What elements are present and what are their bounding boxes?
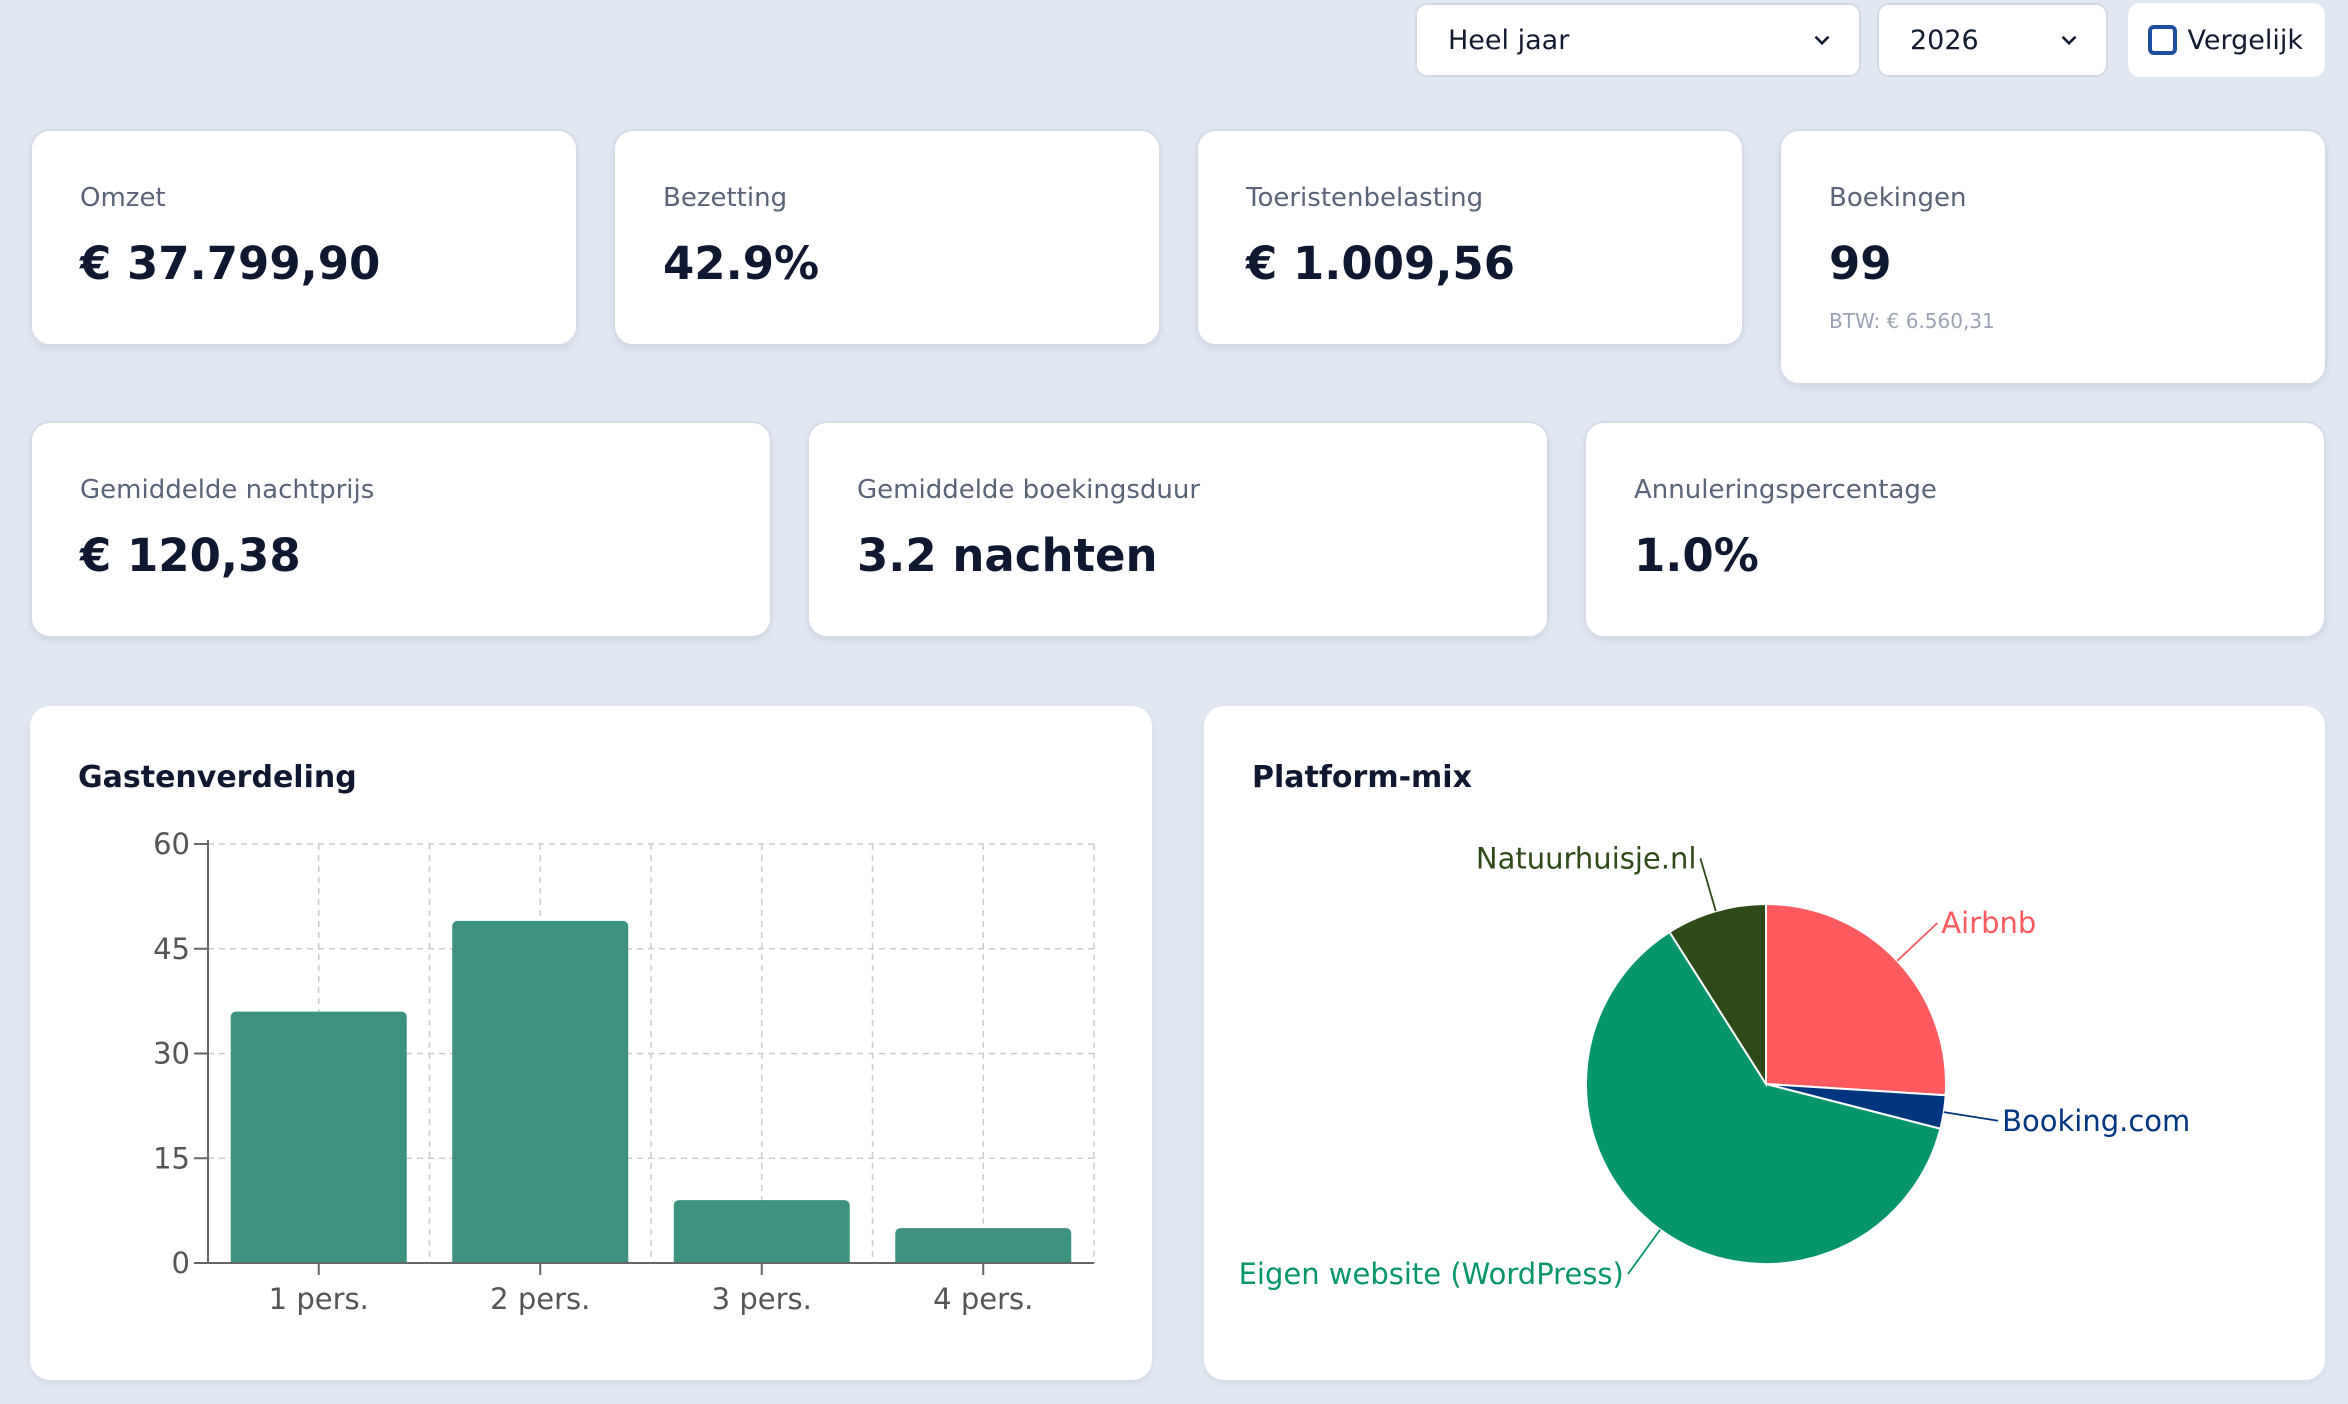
kpi-subtext: BTW: € 6.560,31 xyxy=(1829,309,1995,333)
kpi-label: Omzet xyxy=(80,183,166,213)
kpi-value: 3.2 nachten xyxy=(857,529,1158,582)
x-tick-label: 3 pers. xyxy=(712,1282,812,1316)
y-tick-label: 0 xyxy=(172,1246,190,1280)
kpi-label: Gemiddelde boekingsduur xyxy=(857,475,1201,505)
y-tick-label: 30 xyxy=(153,1037,190,1071)
bar xyxy=(673,1200,850,1263)
compare-checkbox[interactable] xyxy=(2148,25,2178,55)
panel-title: Gastenverdeling xyxy=(78,760,357,795)
chevron-down-icon xyxy=(2061,35,2077,46)
pie-leader-line xyxy=(1699,858,1717,912)
pie-label: Natuurhuisje.nl xyxy=(1476,841,1697,875)
pie-leader-line xyxy=(1627,1229,1661,1275)
panel-title: Platform-mix xyxy=(1252,760,1472,795)
pie-label: Booking.com xyxy=(2002,1104,2190,1138)
bar xyxy=(452,920,629,1263)
x-tick-label: 2 pers. xyxy=(490,1282,590,1316)
year-select-value: 2026 xyxy=(1910,24,1979,56)
pie-chart: Airbnb Booking.com Eigen website (WordPres… xyxy=(1239,841,2191,1291)
kpi-card-boekingen: Boekingen 99 BTW: € 6.560,31 xyxy=(1779,129,2327,385)
kpi-value: 1.0% xyxy=(1634,529,1759,582)
kpi-card-nachtprijs: Gemiddelde nachtprijs € 120,38 xyxy=(30,421,772,638)
chevron-down-icon xyxy=(1814,35,1830,46)
pie-label: Airbnb xyxy=(1941,906,2036,940)
guests-panel: Gastenverdeling 0 15 30 45 60 1 pers. 2 pers. 3… xyxy=(30,706,1152,1380)
kpi-card-boekingsduur: Gemiddelde boekingsduur 3.2 nachten xyxy=(807,421,1549,638)
kpi-card-annulering: Annuleringspercentage 1.0% xyxy=(1584,421,2326,638)
kpi-card-toeristenbelasting: Toeristenbelasting € 1.009,56 xyxy=(1196,129,1744,346)
pie-leader-line xyxy=(1943,1111,1999,1122)
bar xyxy=(230,1011,407,1263)
bar xyxy=(895,1228,1072,1263)
kpi-value: 99 xyxy=(1829,237,1892,290)
pie-leader-line xyxy=(1896,922,1938,962)
compare-label: Vergelijk xyxy=(2187,24,2303,56)
kpi-value: € 37.799,90 xyxy=(80,237,381,290)
pie-label: Eigen website (WordPress) xyxy=(1239,1257,1624,1291)
kpi-label: Boekingen xyxy=(1829,183,1967,213)
compare-toggle[interactable]: Vergelijk xyxy=(2128,3,2325,77)
kpi-label: Gemiddelde nachtprijs xyxy=(80,475,375,505)
bar-chart: 0 15 30 45 60 1 pers. 2 pers. 3 pers. 4 pers. xyxy=(153,827,1095,1316)
x-tick-label: 1 pers. xyxy=(269,1282,369,1316)
kpi-value: € 120,38 xyxy=(80,529,301,582)
pie-slice xyxy=(1765,902,1947,1097)
y-tick-label: 15 xyxy=(153,1141,190,1175)
kpi-value: 42.9% xyxy=(663,237,820,290)
period-select-value: Heel jaar xyxy=(1448,24,1570,56)
year-select[interactable]: 2026 xyxy=(1877,3,2108,77)
kpi-label: Annuleringspercentage xyxy=(1634,475,1937,505)
x-tick-label: 4 pers. xyxy=(933,1282,1033,1316)
kpi-label: Toeristenbelasting xyxy=(1246,183,1484,213)
kpi-card-omzet: Omzet € 37.799,90 xyxy=(30,129,578,346)
platform-panel: Platform-mix Airbnb Booking.com Eigen webs… xyxy=(1204,706,2325,1380)
y-tick-label: 60 xyxy=(153,827,190,861)
period-select[interactable]: Heel jaar xyxy=(1415,3,1861,77)
kpi-label: Bezetting xyxy=(663,183,788,213)
kpi-value: € 1.009,56 xyxy=(1246,237,1516,290)
kpi-card-bezetting: Bezetting 42.9% xyxy=(613,129,1161,346)
y-tick-label: 45 xyxy=(153,932,190,966)
pie-slice xyxy=(1585,930,1942,1265)
